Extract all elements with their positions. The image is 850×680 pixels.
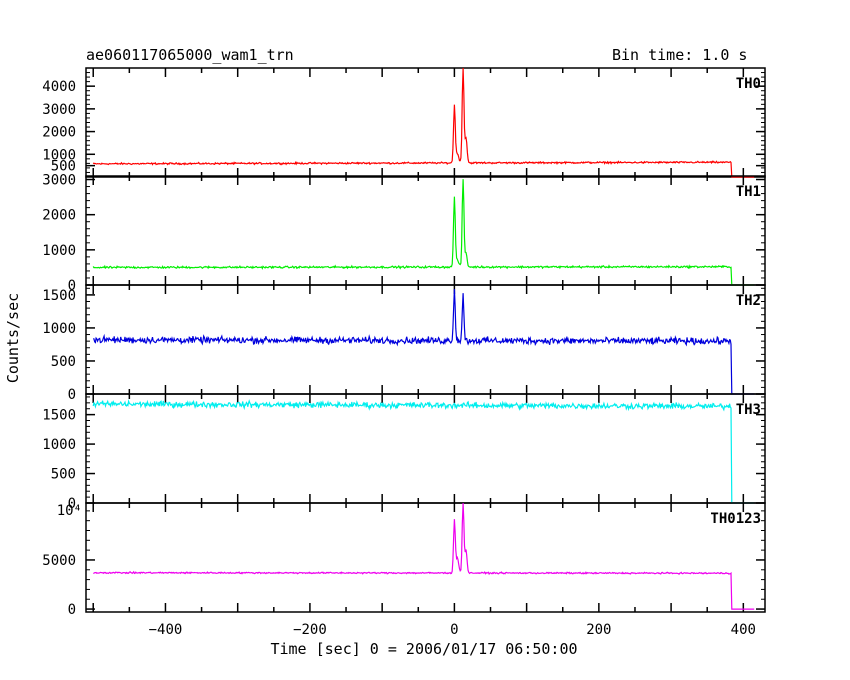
series-line-th3 [92,398,755,504]
y-tick-label-th0123: 0 [68,602,76,618]
y-tick-label-th0: 500 [51,159,76,175]
y-tick-label-th1: 0 [68,278,76,294]
panel-frame-th0 [85,67,766,178]
series-line-th0123 [93,502,755,610]
x-tick-label: 200 [586,622,611,638]
x-tick-label: 400 [731,622,756,638]
x-tick-label: 0 [450,622,458,638]
chart-title: ae060117065000_wam1_trn [86,46,294,64]
series-line-th2 [93,289,755,395]
series-line-th1 [92,179,755,286]
y-tick-label-th2: 500 [51,354,76,370]
panel-frame-th1 [85,175,766,286]
panel-label-th0: TH0 [736,76,761,92]
panel-frame-th3 [85,393,766,504]
y-tick-label-th3: 1000 [42,437,76,453]
panel-label-th2: TH2 [736,293,761,309]
x-tick-label: −200 [293,622,327,638]
y-tick-label-th3: 500 [51,467,76,483]
panel-frame-th0123 [85,502,766,613]
panel-label-th0123: TH0123 [710,511,761,527]
y-tick-label-th1: 3000 [42,173,76,189]
panel-label-th1: TH1 [736,184,761,200]
y-tick-label-th3: 1500 [42,408,76,424]
y-tick-label-th0: 1000 [42,147,76,163]
y-axis-title: Counts/sec [4,293,22,383]
y-tick-label-th2: 0 [68,387,76,403]
panel-label-th3: TH3 [736,402,761,418]
y-tick-label-th0123: 5000 [42,553,76,569]
y-tick-label-th0: 3000 [42,102,76,118]
y-exponent-label: 10⁴ [57,503,82,519]
y-tick-label-th3: 0 [68,496,76,512]
x-axis-title: Time [sec] 0 = 2006/01/17 06:50:00 [270,640,577,658]
y-tick-label-th2: 1500 [42,288,76,304]
y-tick-label-th0: 4000 [42,79,76,95]
series-line-th0 [92,67,755,178]
y-tick-label-th1: 1000 [42,243,76,259]
bin-time-label: Bin time: 1.0 s [612,46,747,64]
y-tick-label-th0: 2000 [42,125,76,141]
x-tick-label: −400 [149,622,183,638]
y-tick-label-th2: 1000 [42,321,76,337]
y-tick-label-th1: 2000 [42,208,76,224]
